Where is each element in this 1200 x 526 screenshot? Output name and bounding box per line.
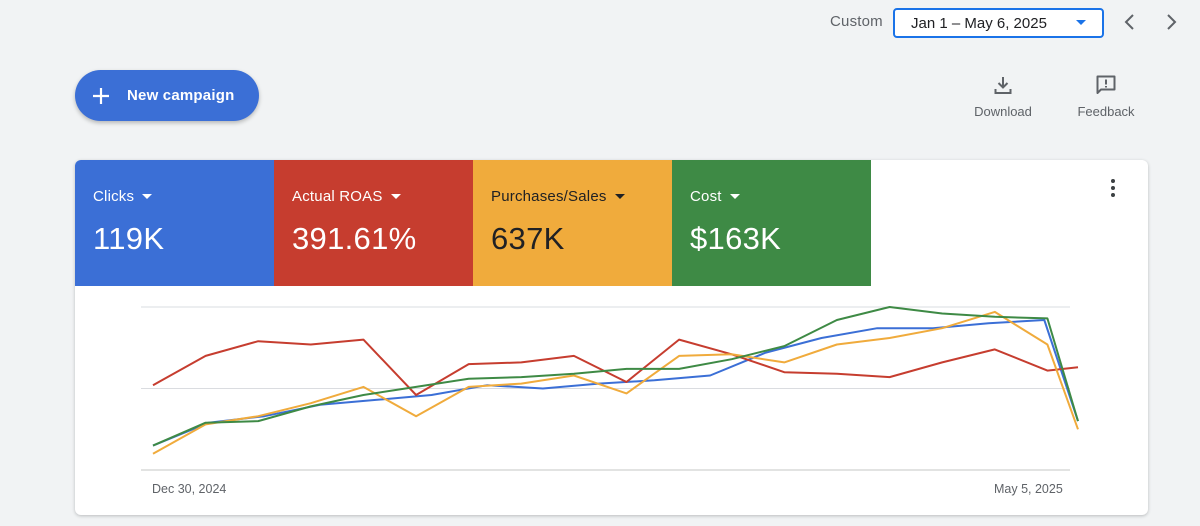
new-campaign-button[interactable]: New campaign xyxy=(75,70,259,121)
x-axis-end-label: May 5, 2025 xyxy=(994,482,1063,496)
series-line-clicks xyxy=(152,319,1079,447)
metric-label-text: Actual ROAS xyxy=(292,188,383,205)
metric-label-text: Purchases/Sales xyxy=(491,188,607,205)
series-line-purchases-sales xyxy=(152,310,1079,455)
date-range-mode-label: Custom xyxy=(830,13,883,30)
metric-tile-clicks[interactable]: Clicks 119K xyxy=(75,160,274,286)
metric-label-text: Clicks xyxy=(93,188,135,205)
next-period-button[interactable] xyxy=(1157,8,1185,36)
metric-label-purchases[interactable]: Purchases/Sales xyxy=(491,188,672,205)
download-label: Download xyxy=(974,104,1032,119)
caret-down-icon xyxy=(1076,20,1086,25)
metric-label-clicks[interactable]: Clicks xyxy=(93,188,274,205)
feedback-icon xyxy=(1096,75,1116,94)
metric-value-roas: 391.61% xyxy=(292,221,417,256)
caret-down-icon xyxy=(729,194,740,199)
performance-line-chart xyxy=(141,306,1079,471)
more-options-button[interactable] xyxy=(1105,176,1121,200)
x-axis-start-label: Dec 30, 2024 xyxy=(152,482,227,496)
performance-card: Clicks 119K Actual ROAS 391.61% Purchase… xyxy=(75,160,1148,515)
plus-icon xyxy=(93,87,109,104)
metric-value-clicks: 119K xyxy=(93,221,165,256)
metric-label-text: Cost xyxy=(690,188,722,205)
previous-period-button[interactable] xyxy=(1116,8,1144,36)
feedback-label: Feedback xyxy=(1077,104,1135,119)
metric-tile-cost[interactable]: Cost $163K xyxy=(672,160,871,286)
more-vert-icon xyxy=(1111,179,1115,197)
caret-down-icon xyxy=(614,194,625,199)
caret-down-icon xyxy=(142,194,153,199)
metric-label-cost[interactable]: Cost xyxy=(690,188,871,205)
new-campaign-label: New campaign xyxy=(127,87,235,104)
feedback-button[interactable]: Feedback xyxy=(1073,74,1139,119)
metric-value-purchases: 637K xyxy=(491,221,565,256)
download-button[interactable]: Download xyxy=(969,74,1037,119)
series-line-cost xyxy=(152,306,1079,447)
chevron-left-icon xyxy=(1124,14,1134,30)
metric-tile-purchases[interactable]: Purchases/Sales 637K xyxy=(473,160,672,286)
metric-value-cost: $163K xyxy=(690,221,782,256)
chevron-right-icon xyxy=(1167,14,1177,30)
metric-tile-roas[interactable]: Actual ROAS 391.61% xyxy=(274,160,473,286)
download-icon xyxy=(994,77,1012,94)
series-line-actual-roas xyxy=(152,338,1079,396)
metric-label-roas[interactable]: Actual ROAS xyxy=(292,188,473,205)
caret-down-icon xyxy=(390,194,401,199)
date-range-select[interactable]: Jan 1 – May 6, 2025 xyxy=(893,8,1104,38)
date-range-value: Jan 1 – May 6, 2025 xyxy=(911,14,1047,32)
